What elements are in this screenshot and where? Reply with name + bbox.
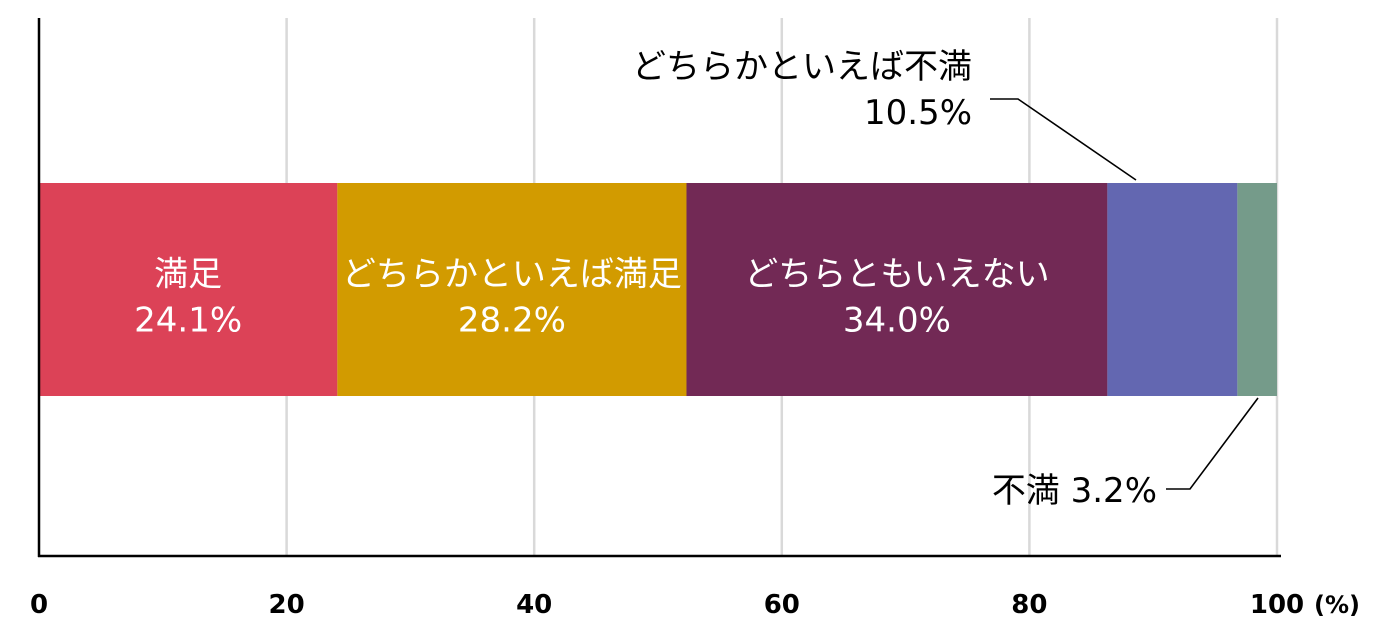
segment-labels: 満足 24.1% どちらかといえば満足 28.2% どちらともいえない 34.0% どちらか… [134,47,1157,511]
leader-line-5 [1166,397,1259,490]
x-tick-label-60: 60 [764,590,800,620]
segment-label-1: 満足 24.1% [134,255,242,341]
bar-segment-3 [686,183,1108,396]
bar-segments [39,183,1277,396]
leader-line-4 [990,98,1137,181]
bar-segment-5 [1237,183,1277,396]
x-tick-label-40: 40 [516,590,552,620]
x-tick-label-20: 20 [269,590,305,620]
bar-segment-2 [337,183,687,396]
segment-label-2: どちらかといえば満足 28.2% [342,255,682,341]
segment-label-4: どちらかといえば不満 10.5% [632,47,972,133]
leader-lines [990,98,1259,490]
x-tick-label-100: 100 [1250,590,1304,620]
segment-label-5: 不満 3.2% [992,471,1157,511]
x-tick-label-0: 0 [30,590,48,620]
x-axis-unit: (%) [1314,591,1360,619]
x-tick-labels: 0 20 40 60 80 100 (%) [30,590,1360,620]
x-tick-label-80: 80 [1011,590,1047,620]
bar-segment-1 [39,183,338,396]
segment-label-3: どちらともいえない 34.0% [744,255,1049,341]
axes [37,18,1281,558]
bar-segment-4 [1107,183,1238,396]
